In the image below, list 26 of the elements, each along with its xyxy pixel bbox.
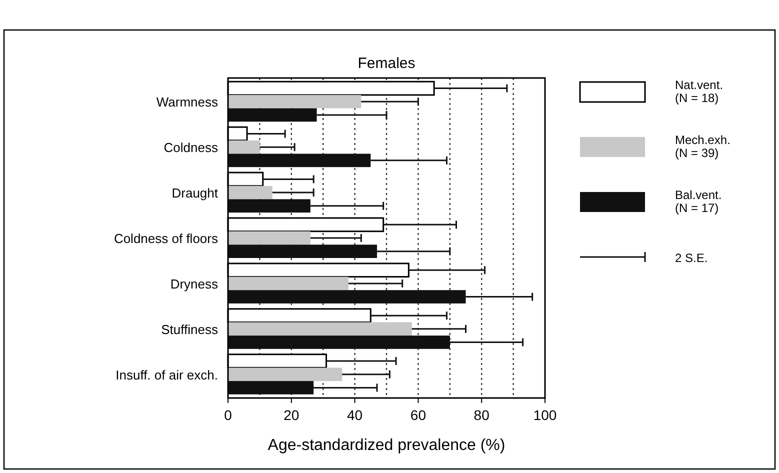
text: Mech.exh. (N = 39) bbox=[675, 133, 730, 160]
y-tick-label: Coldness bbox=[164, 140, 218, 156]
x-tick-label: 100 bbox=[533, 407, 557, 423]
bar bbox=[228, 231, 310, 245]
x-tick-label: 40 bbox=[347, 407, 363, 423]
text: Bal.vent. (N = 17) bbox=[675, 188, 722, 215]
y-tick-label: Coldness of floors bbox=[114, 231, 218, 246]
y-tick-label: Dryness bbox=[170, 276, 218, 292]
y-tick-label: Stuffiness bbox=[161, 322, 218, 337]
x-tick-label: 0 bbox=[224, 407, 232, 423]
y-tick-label: Insuff. of air exch. bbox=[116, 367, 218, 382]
bar bbox=[228, 94, 362, 108]
bar bbox=[228, 368, 342, 382]
chart-title: Females bbox=[358, 55, 416, 72]
bar bbox=[228, 186, 272, 200]
bar bbox=[228, 322, 412, 336]
text: 2 S.E. bbox=[675, 251, 708, 265]
y-tick-label: Warmness bbox=[156, 94, 218, 110]
x-tick-label: 20 bbox=[284, 407, 300, 423]
bar bbox=[228, 276, 348, 290]
x-tick-label: 60 bbox=[410, 407, 426, 423]
text: Nat.vent. (N = 18) bbox=[675, 78, 724, 105]
bar bbox=[228, 140, 260, 154]
x-axis-title: Age-standardized prevalence (%) bbox=[268, 437, 506, 454]
x-tick-label: 80 bbox=[474, 407, 490, 423]
y-tick-label: Draught bbox=[172, 186, 218, 201]
